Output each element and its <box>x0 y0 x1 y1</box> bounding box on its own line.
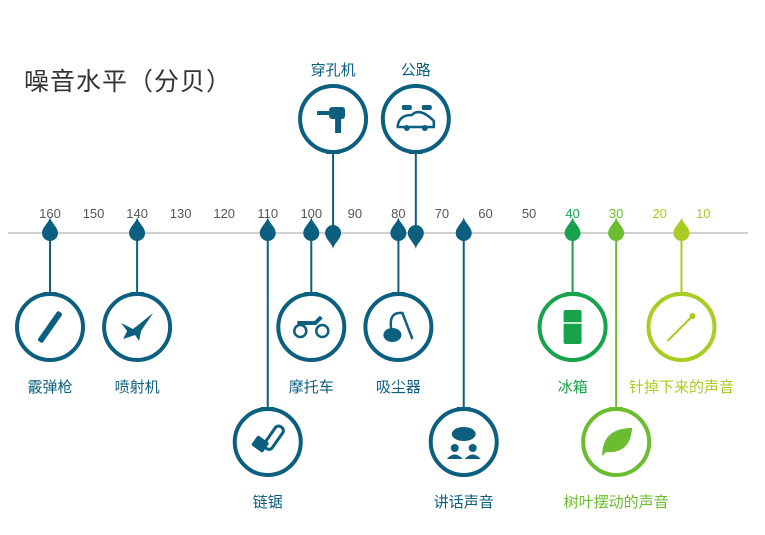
pin-pin: 针掉下来的声音 <box>629 217 734 396</box>
axis-marker <box>303 217 320 241</box>
icon-circle <box>363 292 434 362</box>
item-label: 冰箱 <box>558 378 588 396</box>
tick-label: 110 <box>257 206 278 221</box>
icon-circle <box>276 292 347 362</box>
pin-jet: 喷射机 <box>102 217 173 396</box>
speech-icon <box>446 427 481 459</box>
axis-marker <box>259 217 276 241</box>
tick-label: 60 <box>478 206 492 221</box>
icon-circle <box>380 84 451 154</box>
axis-marker <box>673 217 690 241</box>
pin-vacuum: 吸尘器 <box>363 217 434 396</box>
pin-cars: 公路 <box>380 61 451 249</box>
cars-icon <box>396 105 436 131</box>
jet-icon <box>121 313 154 341</box>
item-label: 公路 <box>401 61 431 79</box>
item-label: 链锯 <box>253 493 283 511</box>
icon-circle <box>428 407 499 477</box>
axis-marker <box>129 217 146 241</box>
pin-chainsaw: 链锯 <box>232 217 303 511</box>
shotgun-icon <box>38 311 62 343</box>
pin-motorcycle: 摩托车 <box>276 217 347 396</box>
tick-label: 20 <box>652 206 666 221</box>
chainsaw-icon <box>251 424 285 453</box>
tick-label: 10 <box>696 206 710 221</box>
tick-label: 120 <box>213 206 235 221</box>
item-label: 针掉下来的声音 <box>629 378 734 396</box>
item-label: 穿孔机 <box>311 61 356 79</box>
pin-drill: 穿孔机 <box>298 61 369 249</box>
axis-marker <box>407 225 424 249</box>
tick-label: 130 <box>170 206 192 221</box>
item-label: 讲话声音 <box>434 493 494 511</box>
tick-label: 100 <box>300 206 322 221</box>
tick-label: 40 <box>565 206 579 221</box>
item-label: 吸尘器 <box>376 378 421 396</box>
tick-label: 140 <box>126 206 148 221</box>
leaf-icon <box>602 428 633 456</box>
axis-marker <box>42 217 58 241</box>
pin-fridge: 冰箱 <box>537 217 608 396</box>
axis-marker <box>564 217 581 241</box>
axis-marker <box>455 217 472 241</box>
drill-icon <box>317 107 346 133</box>
pin-shotgun: 霰弹枪 <box>15 217 85 396</box>
item-label: 树叶摆动的声音 <box>564 493 669 511</box>
tick-label: 70 <box>435 206 449 221</box>
tick-label: 150 <box>83 206 105 221</box>
tick-label: 80 <box>391 206 405 221</box>
axis-marker <box>608 217 625 241</box>
item-label: 摩托车 <box>289 378 334 396</box>
pin-speech: 讲话声音 <box>428 217 499 511</box>
vacuum-icon <box>383 311 414 342</box>
tick-label: 160 <box>39 206 61 221</box>
item-label: 喷射机 <box>115 378 160 396</box>
pin-leaf: 树叶摆动的声音 <box>564 217 669 511</box>
axis-marker <box>390 217 407 241</box>
fridge-icon <box>563 310 582 344</box>
tick-label: 50 <box>522 206 536 221</box>
page-title: 噪音水平（分贝） <box>24 67 233 96</box>
tick-label: 30 <box>609 206 623 221</box>
axis-marker <box>325 225 342 249</box>
motorcycle-icon <box>293 315 330 339</box>
item-label: 霰弹枪 <box>27 378 72 396</box>
pin-icon <box>666 313 696 342</box>
tick-label: 90 <box>348 206 362 221</box>
